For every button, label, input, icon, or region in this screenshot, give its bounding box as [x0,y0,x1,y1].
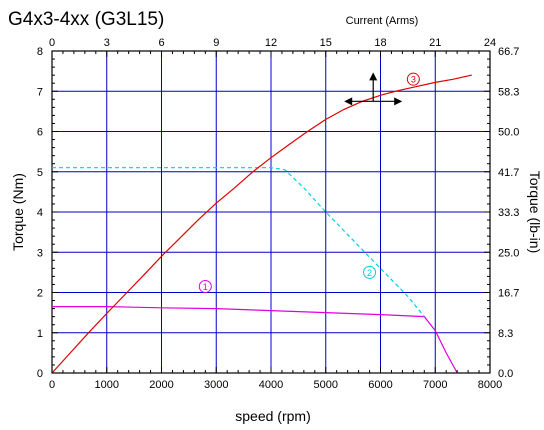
series-marker-label: 1 [203,282,208,292]
x2-tick-label: 3 [104,37,110,49]
x2-tick-label: 6 [158,37,164,49]
x-tick-label: 8000 [478,379,502,391]
chart-title: G4x3-4xx (G3L15) [8,9,164,30]
x-tick-label: 0 [49,379,55,391]
y2-tick-label: 58.3 [498,86,519,98]
grid-lines [51,50,491,374]
x2-tick-label: 0 [49,37,55,49]
arrowhead-up [369,72,378,81]
x2-tick-label: 24 [484,37,496,49]
x2-tick-label: 9 [213,37,219,49]
series-line-2 [52,167,425,317]
arrowhead-left [344,97,353,106]
x-tick-label: 7000 [423,379,447,391]
y-tick-label: 6 [37,127,43,139]
x2-tick-label: 18 [374,37,386,49]
x-tick-label: 6000 [368,379,392,391]
x2-tick-label: 21 [429,37,441,49]
x2-tick-label: 12 [265,37,277,49]
x-tick-label: 4000 [259,379,283,391]
y2-tick-label: 8.3 [498,328,513,340]
x-tick-label: 3000 [204,379,228,391]
series-marker-label: 2 [367,268,372,278]
series-marker-label: 3 [411,75,416,85]
y2-tick-label: 16.7 [498,288,519,300]
series-marker-circle [406,72,420,86]
y-tick-label: 4 [37,207,43,219]
y-tick-label: 7 [37,86,43,98]
y2-tick-label: 66.7 [498,46,519,58]
y2-tick-label: 33.3 [498,207,519,219]
annotations: 1 2 3 [198,72,420,293]
tick-marks [51,51,490,374]
x-tick-label: 1000 [95,379,119,391]
x-axis-title: speed (rpm) [235,408,310,424]
y2-axis-title: Torque (lb-in) [527,171,543,253]
x2-tick-label: 15 [320,37,332,49]
y-tick-label: 5 [37,167,43,179]
series-marker-circle [198,279,212,293]
series-marker-circle [363,265,377,279]
y-tick-label: 3 [37,247,43,259]
y2-tick-label: 0.0 [498,368,513,380]
series-line-3 [51,74,472,374]
series-layer [51,74,472,374]
y-tick-label: 8 [37,46,43,58]
y-tick-label: 1 [37,328,43,340]
x2-axis-title: Current (Arms) [346,15,419,27]
x-tick-label: 5000 [314,379,338,391]
y2-tick-label: 50.0 [498,127,519,139]
series-line-1 [52,306,458,374]
arrowhead-right [394,97,403,106]
y-tick-label: 0 [37,368,43,380]
x-tick-label: 2000 [149,379,173,391]
y2-tick-label: 41.7 [498,167,519,179]
y-tick-label: 2 [37,288,43,300]
y2-tick-label: 25.0 [498,247,519,259]
y-axis-title: Torque (Nm) [10,173,26,251]
